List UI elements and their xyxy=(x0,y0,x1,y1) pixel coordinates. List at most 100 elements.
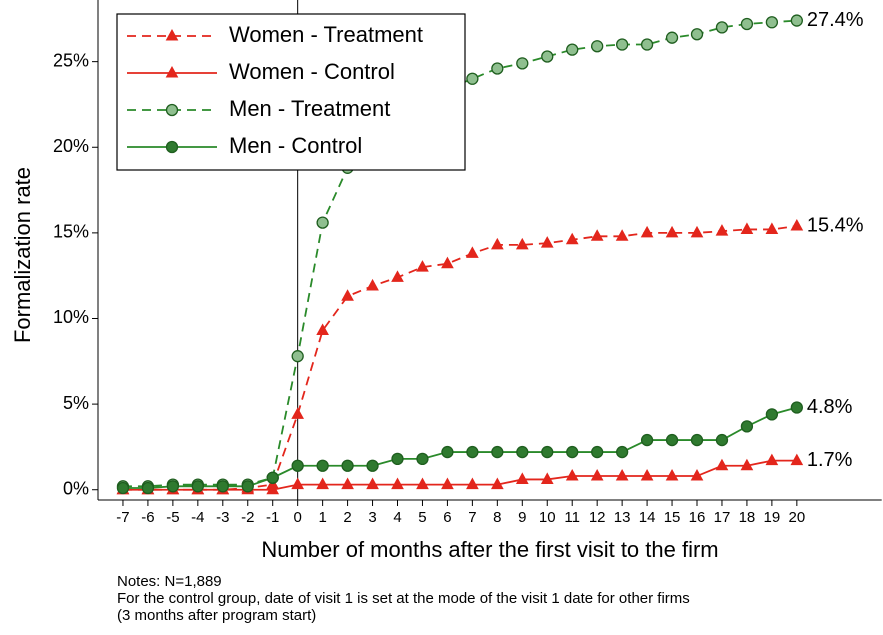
x-tick-label: 11 xyxy=(564,509,580,526)
marker xyxy=(615,38,629,51)
marker xyxy=(540,472,554,484)
marker xyxy=(291,350,304,363)
marker xyxy=(541,50,554,63)
marker xyxy=(690,225,704,238)
x-tick-label: 20 xyxy=(788,509,805,526)
marker xyxy=(715,21,729,34)
marker xyxy=(715,224,729,236)
y-axis-label: Formalization rate xyxy=(10,167,35,343)
marker xyxy=(316,323,329,335)
y-tick-label: 0% xyxy=(63,478,89,498)
marker xyxy=(591,40,604,53)
marker xyxy=(441,445,454,459)
x-tick-label: -7 xyxy=(116,509,129,526)
note: For the control group, date of visit 1 i… xyxy=(117,590,690,607)
series-line xyxy=(122,19,797,488)
marker xyxy=(765,453,779,466)
marker xyxy=(191,480,204,493)
marker xyxy=(466,477,479,490)
x-tick-label: -1 xyxy=(266,509,279,526)
marker xyxy=(740,458,754,471)
legend-label: Women - Treatment xyxy=(229,22,423,47)
marker xyxy=(665,225,679,238)
marker xyxy=(341,459,354,472)
marker xyxy=(341,477,354,490)
marker xyxy=(466,246,479,258)
end-label: 1.7% xyxy=(807,449,853,471)
marker xyxy=(291,407,305,419)
marker xyxy=(715,458,729,471)
marker xyxy=(690,433,704,447)
marker xyxy=(291,477,305,490)
marker xyxy=(665,468,679,481)
marker xyxy=(466,445,479,459)
marker xyxy=(490,477,504,490)
marker xyxy=(491,62,504,75)
marker xyxy=(516,445,529,459)
x-tick-label: 2 xyxy=(343,509,351,526)
x-tick-label: 10 xyxy=(539,509,556,526)
marker xyxy=(141,481,155,495)
y-tick-label: 20% xyxy=(53,136,89,156)
marker xyxy=(790,401,803,414)
marker xyxy=(416,260,429,272)
x-tick-label: 12 xyxy=(589,509,606,526)
y-tick-label: 5% xyxy=(63,393,89,413)
marker xyxy=(615,229,629,241)
marker xyxy=(615,468,629,481)
marker xyxy=(640,38,654,51)
marker xyxy=(591,445,604,459)
marker xyxy=(665,31,679,44)
marker xyxy=(216,480,229,493)
marker xyxy=(765,16,779,29)
marker xyxy=(640,468,654,481)
marker xyxy=(416,477,429,490)
marker xyxy=(490,237,504,250)
marker xyxy=(516,57,529,70)
marker xyxy=(515,472,529,484)
marker xyxy=(416,452,429,466)
x-tick-label: -3 xyxy=(216,509,229,526)
marker xyxy=(615,445,629,459)
series-line xyxy=(122,225,797,491)
marker xyxy=(690,28,704,41)
x-tick-label: 4 xyxy=(393,509,401,526)
end-label: 27.4% xyxy=(807,9,864,31)
marker xyxy=(565,468,579,481)
marker xyxy=(441,477,454,490)
x-tick-label: 13 xyxy=(614,509,631,526)
x-tick-label: 3 xyxy=(368,509,376,526)
marker xyxy=(391,270,404,282)
marker xyxy=(765,408,779,421)
x-tick-label: 0 xyxy=(293,509,301,526)
marker xyxy=(366,477,379,490)
marker xyxy=(790,14,803,27)
marker xyxy=(266,471,279,484)
marker xyxy=(491,445,504,459)
marker xyxy=(291,459,304,472)
x-tick-label: 7 xyxy=(468,509,476,526)
marker xyxy=(316,459,329,472)
marker xyxy=(640,433,654,447)
marker xyxy=(266,482,280,495)
marker xyxy=(790,453,804,466)
marker xyxy=(640,225,654,238)
x-tick-label: 5 xyxy=(418,509,426,526)
marker xyxy=(116,481,130,495)
marker xyxy=(740,17,754,31)
marker xyxy=(590,468,604,481)
legend-marker xyxy=(165,65,179,78)
x-tick-label: 16 xyxy=(689,509,706,526)
marker xyxy=(316,477,329,490)
x-tick-label: -2 xyxy=(241,509,254,526)
end-label: 15.4% xyxy=(807,214,864,236)
marker xyxy=(466,72,479,85)
note: (3 months after program start) xyxy=(117,607,316,624)
marker xyxy=(740,222,754,234)
marker xyxy=(765,222,779,234)
marker xyxy=(166,480,180,493)
marker xyxy=(341,289,354,301)
x-tick-label: 1 xyxy=(318,509,326,526)
x-tick-label: -6 xyxy=(141,509,154,526)
